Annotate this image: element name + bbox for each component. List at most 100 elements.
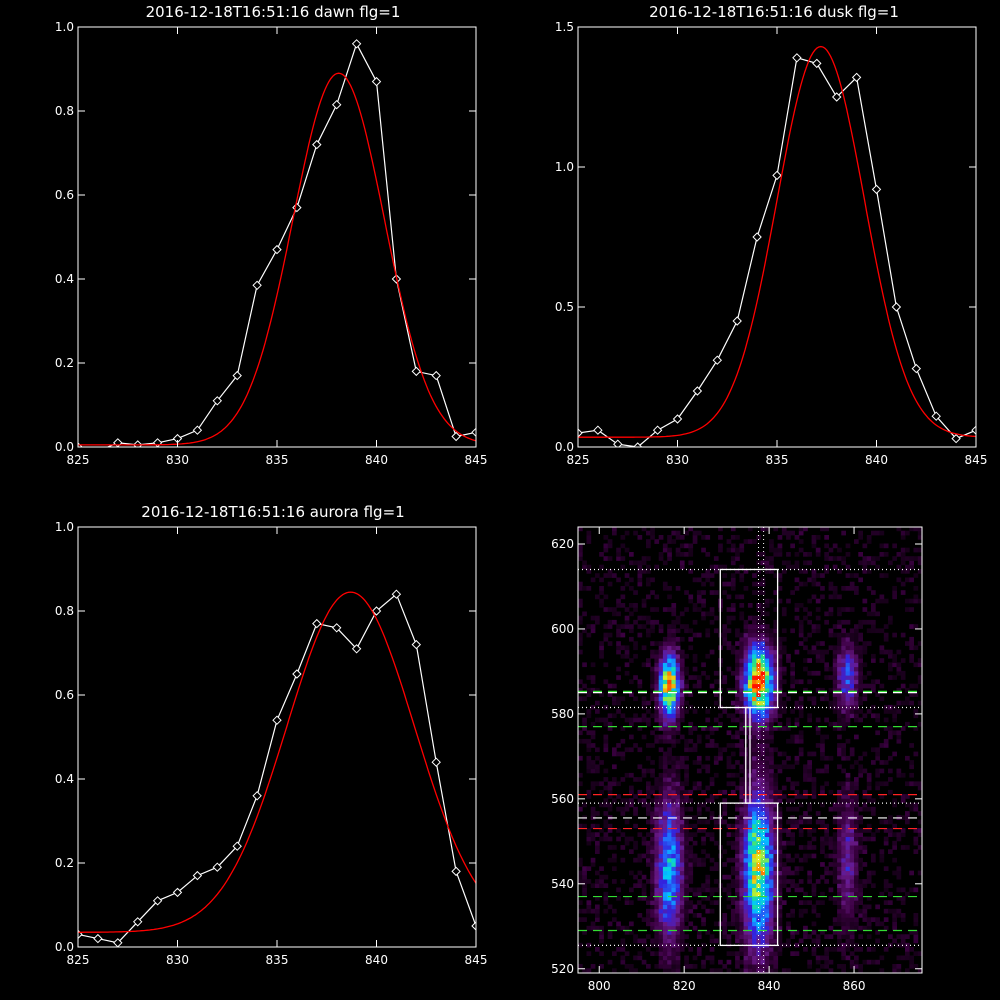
image-pixel [858,845,863,850]
image-pixel [909,645,914,651]
image-pixel [756,883,762,888]
image-pixel [671,734,677,740]
image-pixel [832,900,838,905]
image-pixel [777,908,783,914]
image-pixel [803,658,808,663]
image-pixel [764,611,770,617]
image-pixel [862,683,868,689]
image-pixel [832,917,838,922]
image-pixel [671,798,677,803]
image-pixel [760,959,766,965]
image-pixel [811,921,817,927]
image-pixel [679,870,685,876]
image-pixel [658,798,664,803]
image-pixel [871,556,876,561]
image-pixel [675,755,681,761]
image-pixel [760,751,766,757]
image-pixel [854,900,859,905]
image-pixel [654,539,660,544]
image-pixel [709,738,715,744]
image-pixel [739,658,745,663]
image-pixel [845,687,851,693]
image-pixel [905,811,910,816]
image-pixel [769,798,774,803]
image-pixel [607,607,613,612]
aurora-data-point-marker [272,715,282,725]
image-pixel [599,692,604,697]
image-pixel [764,815,770,820]
image-pixel [807,670,812,676]
image-pixel [735,840,740,846]
image-pixel [646,819,651,825]
image-pixel [764,683,770,689]
image-pixel [862,569,868,574]
image-pixel [688,870,694,876]
image-pixel [798,938,804,944]
image-pixel [620,594,626,600]
image-pixel [917,556,922,561]
image-pixel [790,832,795,837]
image-pixel [769,687,774,693]
image-pixel [739,543,745,549]
image-pixel [756,658,762,663]
image-pixel [764,696,770,702]
image-pixel [866,798,872,803]
image-pixel [815,968,821,973]
image-pixel [646,832,651,837]
image-pixel [883,573,889,578]
image-pixel [769,832,774,837]
image-pixel [807,560,812,566]
image-pixel [747,968,753,973]
image-pixel [603,704,609,710]
image-pixel [582,823,587,829]
image-pixel [747,904,753,910]
image-pixel [888,832,893,837]
image-pixel [667,649,672,655]
image-pixel [603,636,609,642]
image-pixel [841,921,846,927]
image-pixel [824,840,829,846]
image-pixel [599,951,604,956]
image-pixel [662,857,668,863]
image-pixel [705,764,711,770]
image-pixel [684,853,689,859]
image-pixel [866,947,872,952]
image-pixel [892,908,897,914]
image-pixel [747,666,753,672]
image-pixel [837,908,842,914]
image-pixel [786,887,791,893]
image-pixel [845,785,851,791]
image-pixel [900,917,906,922]
image-pixel [773,862,779,867]
image-pixel [709,590,715,595]
image-pixel [667,925,672,931]
image-pixel [662,586,668,591]
image-pixel [603,556,609,561]
image-pixel [662,874,668,880]
image-pixel [735,849,740,854]
image-pixel [667,840,672,846]
image-pixel [752,662,757,668]
image-pixel [747,636,753,642]
image-pixel [624,819,630,825]
image-pixel [637,764,643,770]
image-pixel [773,930,779,935]
image-pixel [854,798,859,803]
image-pixel [794,560,800,566]
image-pixel [679,564,685,570]
image-pixel [735,819,740,825]
image-pixel [662,887,668,893]
image-pixel [620,645,626,651]
image-pixel [696,811,702,816]
image-pixel [764,692,770,697]
image-pixel [905,721,910,727]
image-pixel [841,687,846,693]
image-pixel [730,951,736,956]
image-pixel [900,530,906,536]
image-pixel [752,968,757,973]
image-pixel [603,785,609,791]
image-pixel [675,700,681,706]
image-pixel [654,938,660,944]
image-pixel [752,696,757,702]
image-pixel [620,798,626,803]
